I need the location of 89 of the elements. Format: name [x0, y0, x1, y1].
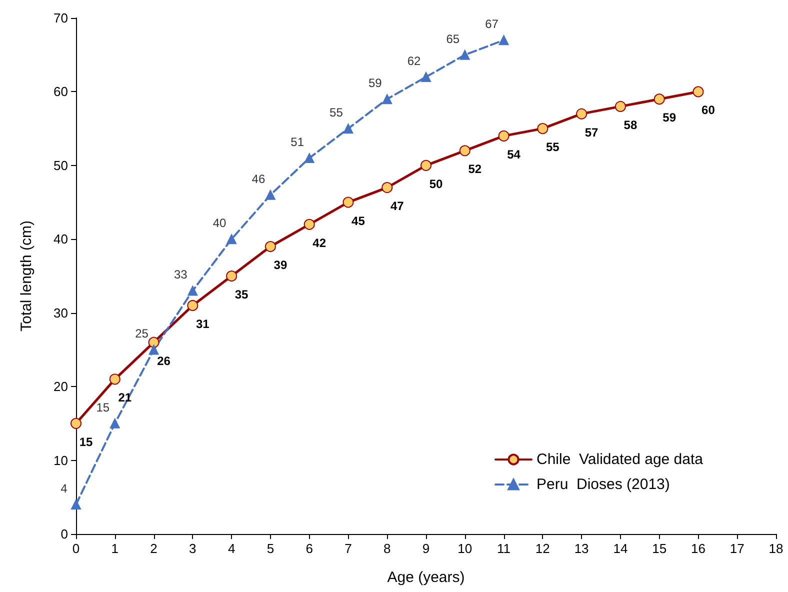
data-label: 42	[312, 236, 326, 250]
point	[264, 241, 276, 252]
x-tick-label: 1	[111, 541, 119, 556]
y-axis-title: Total length (cm)	[18, 220, 35, 332]
x-tick-label: 13	[574, 541, 589, 556]
data-label: 59	[662, 110, 676, 125]
point	[304, 218, 315, 230]
point	[226, 270, 238, 282]
y-tick-label: 40	[54, 232, 68, 247]
data-label: 21	[118, 390, 132, 405]
x-tick-label: 0	[72, 541, 80, 556]
y-tick-label: 60	[54, 84, 68, 100]
point	[692, 86, 704, 98]
point	[342, 196, 354, 208]
data-label: 54	[507, 147, 521, 162]
x-tick-label: 7	[344, 541, 352, 556]
y-tick-label: 70	[54, 10, 68, 26]
point	[188, 286, 198, 296]
x-tick-label: 15	[652, 541, 667, 556]
y-tick-label: 0	[60, 526, 68, 542]
data-label: 31	[196, 316, 210, 331]
data-label: 65	[446, 32, 460, 46]
point	[109, 374, 120, 385]
data-label: 59	[368, 76, 382, 90]
y-tick-label: 10	[54, 452, 68, 468]
data-label: 57	[584, 125, 599, 140]
x-tick-label: 14	[613, 541, 628, 556]
point	[420, 160, 432, 171]
x-tick-label: 12	[535, 541, 550, 556]
data-label: 45	[352, 214, 366, 228]
point	[498, 130, 510, 142]
point	[71, 500, 81, 510]
legend-label: Chile Validated age data	[536, 451, 704, 468]
point	[304, 153, 314, 164]
x-tick-label: 11	[497, 541, 511, 556]
data-label: 26	[157, 354, 171, 368]
x-tick-label: 3	[189, 541, 196, 556]
data-label: 67	[485, 17, 499, 32]
data-label: 50	[429, 176, 443, 191]
point	[110, 418, 120, 428]
point	[70, 418, 82, 429]
x-tick-label: 9	[422, 541, 430, 556]
x-tick-label: 16	[690, 541, 706, 556]
x-tick-label: 17	[730, 541, 744, 556]
data-label: 15	[96, 400, 110, 414]
data-label: 51	[290, 135, 304, 150]
data-label: 25	[135, 326, 149, 341]
y-tick-label: 20	[54, 379, 68, 394]
x-tick-label: 6	[306, 541, 313, 556]
x-tick-label: 2	[150, 541, 158, 556]
data-label: 40	[212, 216, 227, 230]
data-label: 46	[252, 172, 266, 186]
x-tick-label: 5	[266, 541, 274, 556]
data-label: 15	[79, 434, 93, 449]
point	[226, 234, 237, 244]
point	[537, 123, 548, 134]
point	[187, 300, 198, 311]
legend-label: Peru Dioses (2013)	[536, 476, 670, 493]
data-label: 52	[468, 162, 482, 176]
point	[382, 182, 393, 194]
x-tick-label: 10	[458, 541, 472, 556]
data-label: 55	[546, 140, 560, 154]
point	[654, 94, 665, 105]
data-label: 62	[407, 54, 421, 68]
point	[265, 190, 276, 200]
y-tick-label: 30	[54, 305, 68, 320]
point	[614, 100, 626, 112]
x-tick-label: 8	[383, 541, 391, 556]
data-label: 58	[624, 118, 638, 132]
point	[148, 344, 159, 355]
point	[343, 124, 354, 134]
point	[498, 35, 509, 46]
point	[459, 145, 470, 156]
point	[576, 108, 588, 120]
data-label: 55	[330, 106, 344, 120]
data-label: 35	[234, 288, 249, 302]
x-tick-label: 18	[768, 541, 784, 556]
data-label: 60	[702, 103, 716, 118]
data-label: 47	[390, 199, 404, 214]
point	[382, 94, 392, 104]
y-tick-label: 50	[54, 158, 68, 173]
x-axis-title: Age (years)	[387, 569, 465, 586]
point	[421, 72, 431, 82]
data-label: 4	[60, 482, 68, 496]
point	[148, 336, 160, 348]
point	[460, 50, 470, 60]
x-tick-label: 4	[228, 541, 236, 556]
data-label: 33	[174, 268, 188, 282]
data-label: 39	[274, 258, 288, 272]
